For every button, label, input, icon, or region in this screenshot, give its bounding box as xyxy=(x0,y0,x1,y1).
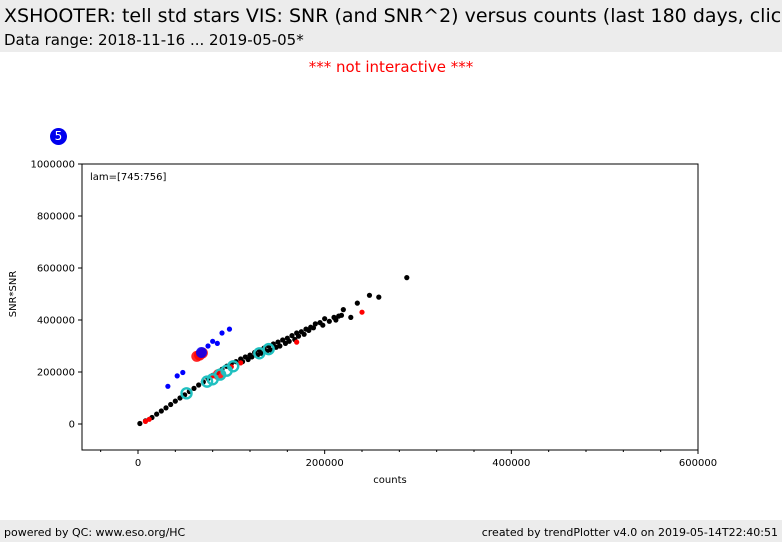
data-point xyxy=(320,322,326,328)
header-bar: XSHOOTER: tell std stars VIS: SNR (and S… xyxy=(0,0,782,52)
data-point xyxy=(322,316,328,322)
lambda-annotation: lam=[745:756] xyxy=(90,172,166,183)
data-point xyxy=(196,382,202,388)
data-point xyxy=(191,385,197,391)
footer-powered-by: powered by QC: www.eso.org/HC xyxy=(4,526,186,539)
data-point xyxy=(333,317,339,323)
data-point xyxy=(294,339,300,345)
footer-bar: powered by QC: www.eso.org/HC created by… xyxy=(0,520,782,542)
data-point xyxy=(277,343,283,349)
x-tick-label: 400000 xyxy=(492,458,530,469)
data-point xyxy=(306,327,312,333)
plot-number-badge[interactable]: 5 xyxy=(50,128,67,145)
data-point xyxy=(214,340,220,346)
data-point xyxy=(312,321,318,327)
data-point xyxy=(310,325,317,331)
y-tick-label: 800000 xyxy=(37,212,75,223)
data-point xyxy=(258,350,264,356)
data-point xyxy=(326,318,332,324)
data-point xyxy=(137,420,143,427)
data-point xyxy=(238,360,244,366)
y-tick-label: 400000 xyxy=(37,316,75,327)
data-point xyxy=(158,408,164,414)
data-point xyxy=(295,333,302,339)
data-point xyxy=(354,300,360,306)
data-point xyxy=(366,292,373,298)
y-axis-label: SNR*SNR xyxy=(8,271,19,318)
data-point xyxy=(376,294,382,300)
data-point-ring xyxy=(226,360,240,373)
data-point xyxy=(249,354,255,360)
data-point xyxy=(245,356,251,363)
x-tick-label: 0 xyxy=(135,458,141,469)
data-point xyxy=(267,347,274,353)
data-point xyxy=(210,338,216,344)
data-point xyxy=(348,314,354,320)
data-point xyxy=(154,411,160,417)
data-point-ring xyxy=(262,342,275,356)
data-point xyxy=(165,383,171,389)
y-tick-label: 200000 xyxy=(37,368,75,379)
plot-frame xyxy=(81,163,699,451)
data-point xyxy=(163,405,169,411)
data-point xyxy=(172,398,178,404)
x-axis-label: counts xyxy=(373,475,406,486)
data-point xyxy=(340,307,346,313)
data-point xyxy=(177,395,183,401)
not-interactive-notice: *** not interactive *** xyxy=(308,58,474,76)
data-point xyxy=(301,331,307,337)
x-tick-label: 600000 xyxy=(679,458,717,469)
data-point-ring xyxy=(180,387,193,400)
plot-area: 0 200000 400000 600000 0 200000 400000 600000 80… xyxy=(30,160,717,470)
scatter-chart: 0 200000 400000 600000 0 200000 400000 600000 80… xyxy=(8,160,717,487)
data-point xyxy=(168,401,174,408)
data-point xyxy=(359,309,365,315)
data-point xyxy=(289,333,295,339)
data-point xyxy=(338,312,345,318)
data-point xyxy=(205,343,211,349)
data-point xyxy=(219,330,225,336)
data-point xyxy=(275,339,281,345)
data-point-large xyxy=(195,347,207,358)
data-point xyxy=(404,275,410,281)
y-tick-label: 0 xyxy=(69,420,75,431)
y-tick-label: 1000000 xyxy=(30,160,75,171)
data-point xyxy=(174,373,180,379)
data-range-subtitle: Data range: 2018-11-16 ... 2019-05-05* xyxy=(4,31,304,49)
y-tick-label: 600000 xyxy=(37,264,75,275)
data-point xyxy=(286,338,292,344)
data-point xyxy=(180,369,186,376)
page-title: XSHOOTER: tell std stars VIS: SNR (and S… xyxy=(4,5,782,27)
footer-created-by: created by trendPlotter v4.0 on 2019-05-… xyxy=(481,526,778,539)
data-point xyxy=(146,416,152,422)
data-point xyxy=(226,326,233,332)
x-tick-label: 200000 xyxy=(306,458,344,469)
